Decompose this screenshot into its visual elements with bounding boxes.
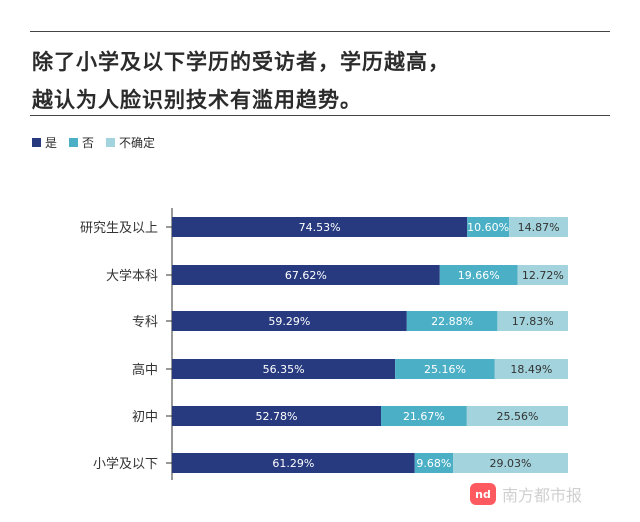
legend-item-yes: 是: [32, 134, 57, 151]
category-label: 大学本科: [106, 268, 158, 284]
data-label: 52.78%: [256, 410, 298, 423]
bar-segment-yes: [172, 406, 382, 426]
bar-segment-yes: [172, 265, 440, 285]
legend-item-no: 否: [69, 134, 94, 151]
bar-segment-unsure: [494, 359, 568, 379]
bar-segment-no: [406, 311, 498, 331]
data-label: 25.56%: [496, 410, 538, 423]
chart-title-line-1: 除了小学及以下学历的受访者，学历越高，: [32, 50, 450, 74]
data-label: 61.29%: [272, 457, 314, 470]
legend-item-unsure: 不确定: [106, 134, 155, 151]
legend-swatch-no: [69, 138, 79, 147]
chart-title-line-2: 越认为人脸识别技术有滥用趋势。: [32, 88, 362, 112]
top-rule: [30, 31, 610, 32]
bar-segment-yes: [172, 359, 396, 379]
bar-segment-yes: [172, 217, 468, 237]
bar-segment-no: [467, 217, 510, 237]
data-label: 14.87%: [518, 221, 560, 234]
data-label: 25.16%: [424, 363, 466, 376]
category-label: 小学及以下: [93, 456, 158, 472]
legend-label-no: 否: [82, 136, 95, 150]
data-label: 59.29%: [268, 315, 310, 328]
data-label: 22.88%: [431, 315, 473, 328]
data-label: 21.67%: [403, 410, 445, 423]
category-label: 研究生及以上: [80, 221, 158, 236]
bar-segment-unsure: [453, 453, 568, 473]
bottom-rule: [30, 115, 610, 116]
bar-segment-no: [439, 265, 518, 285]
legend-label-unsure: 不确定: [119, 136, 156, 150]
data-label: 19.66%: [458, 269, 500, 282]
data-label: 56.35%: [263, 363, 305, 376]
legend-swatch-yes: [32, 138, 41, 147]
data-label: 74.53%: [299, 221, 341, 234]
bar-segment-unsure: [497, 311, 568, 331]
bar-segment-unsure: [466, 406, 569, 426]
bar-segment-no: [395, 359, 495, 379]
bar-segment-unsure: [509, 217, 568, 237]
bar-segment-no: [381, 406, 467, 426]
data-label: 29.03%: [490, 457, 532, 470]
data-label: 10.60%: [467, 221, 509, 234]
data-label: 18.49%: [510, 363, 552, 376]
bar-segment-no: [414, 453, 454, 473]
data-label: 17.83%: [512, 315, 554, 328]
legend-swatch-unsure: [106, 138, 116, 147]
category-label: 高中: [132, 362, 158, 378]
watermark: nd 南方都市报: [470, 482, 582, 506]
data-label: 9.68%: [416, 457, 451, 470]
legend: 是 否 不确定: [32, 134, 167, 151]
category-label: 初中: [132, 410, 158, 425]
data-label: 67.62%: [285, 269, 327, 282]
bar-segment-unsure: [517, 265, 568, 285]
data-label: 12.72%: [522, 269, 564, 282]
bar-segment-yes: [172, 311, 407, 331]
watermark-text: 南方都市报: [502, 486, 583, 505]
nd-logo-icon: nd: [470, 483, 496, 505]
category-label: 专科: [132, 315, 158, 330]
legend-label-yes: 是: [45, 136, 58, 150]
bar-segment-yes: [172, 453, 415, 473]
